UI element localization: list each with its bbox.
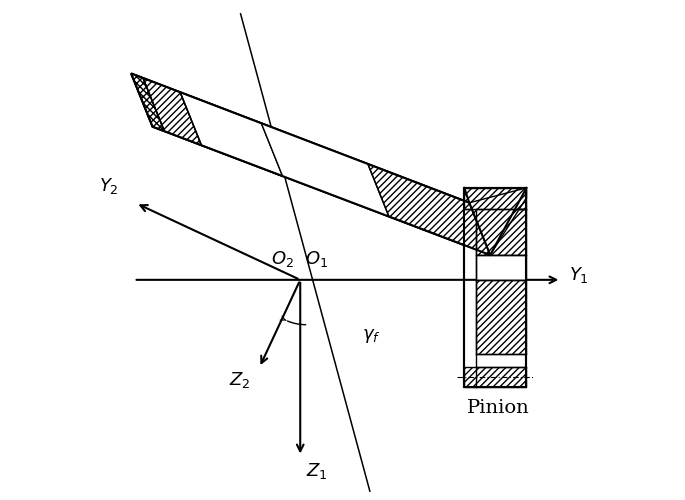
Polygon shape [469,188,527,255]
Bar [476,208,527,255]
Text: $O_2$: $O_2$ [271,249,295,269]
Polygon shape [464,188,527,386]
Text: $Y_2$: $Y_2$ [99,176,119,196]
Polygon shape [132,74,164,131]
Polygon shape [180,92,282,176]
Polygon shape [262,124,389,216]
Bar [464,367,527,386]
Text: $Y_1$: $Y_1$ [569,265,588,285]
Text: $Z_1$: $Z_1$ [306,462,328,481]
Text: Pinion: Pinion [466,399,530,417]
Bar [476,280,527,354]
Text: $\gamma_f$: $\gamma_f$ [362,327,381,345]
Text: $O_1$: $O_1$ [306,249,328,269]
Polygon shape [143,78,201,146]
Bar [476,255,527,280]
Bar [464,188,527,208]
Polygon shape [132,74,490,255]
Text: $Z_2$: $Z_2$ [229,370,250,390]
Polygon shape [180,92,389,216]
Polygon shape [368,164,490,255]
